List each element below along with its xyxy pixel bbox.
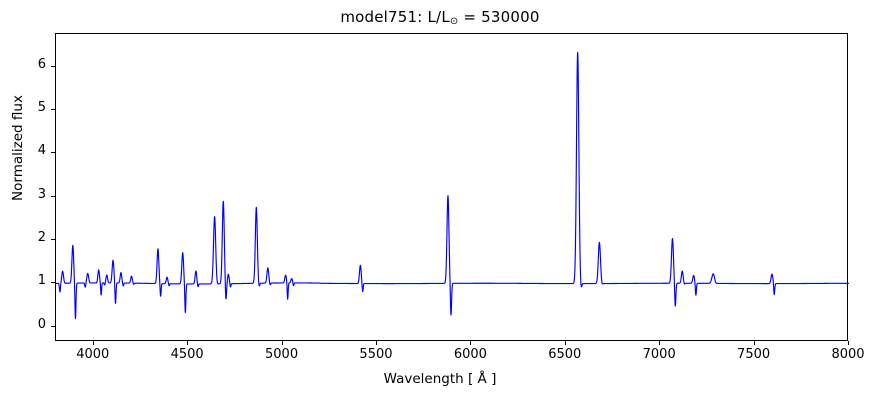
x-tick-label: 5000 bbox=[265, 347, 299, 362]
x-tick-label: 7500 bbox=[737, 347, 771, 362]
solar-symbol: ⊙ bbox=[449, 16, 459, 27]
chart-title: model751: L/L⊙ = 530000 bbox=[0, 8, 880, 27]
spectrum-plot-svg bbox=[56, 51, 849, 320]
y-tick-label: 2 bbox=[37, 230, 46, 246]
x-tick-mark bbox=[470, 341, 472, 345]
y-tick-mark bbox=[51, 195, 55, 197]
x-tick-mark bbox=[753, 341, 755, 345]
x-tick-mark bbox=[92, 341, 94, 345]
y-tick-label: 0 bbox=[37, 316, 46, 332]
y-tick-label: 6 bbox=[37, 56, 46, 72]
y-tick-label: 1 bbox=[37, 273, 46, 289]
y-tick-mark bbox=[51, 282, 55, 284]
chart-title-suffix: = 530000 bbox=[458, 8, 540, 26]
x-tick-mark bbox=[564, 341, 566, 345]
y-tick-label: 5 bbox=[37, 99, 46, 115]
x-tick-label: 6500 bbox=[548, 347, 582, 362]
y-tick-mark bbox=[51, 239, 55, 241]
chart-title-prefix: model751: L/L bbox=[340, 8, 450, 26]
y-tick-label: 4 bbox=[37, 143, 46, 159]
x-tick-label: 5500 bbox=[359, 347, 393, 362]
x-tick-label: 4500 bbox=[170, 347, 204, 362]
spectrum-line bbox=[56, 51, 849, 320]
x-tick-mark bbox=[659, 341, 661, 345]
x-tick-mark bbox=[848, 341, 849, 345]
y-tick-mark bbox=[51, 108, 55, 110]
x-tick-label: 4000 bbox=[76, 347, 110, 362]
x-tick-label: 8000 bbox=[831, 347, 865, 362]
y-tick-mark bbox=[51, 152, 55, 154]
plot-area bbox=[55, 33, 849, 341]
y-tick-mark bbox=[51, 65, 55, 67]
x-tick-label: 6000 bbox=[453, 347, 487, 362]
y-tick-label: 3 bbox=[37, 186, 46, 202]
x-tick-mark bbox=[281, 341, 283, 345]
y-tick-mark bbox=[51, 325, 55, 327]
x-tick-label: 7000 bbox=[642, 347, 676, 362]
x-tick-mark bbox=[375, 341, 377, 345]
x-axis-label: Wavelength [ Å ] bbox=[383, 371, 497, 387]
x-tick-mark bbox=[187, 341, 189, 345]
